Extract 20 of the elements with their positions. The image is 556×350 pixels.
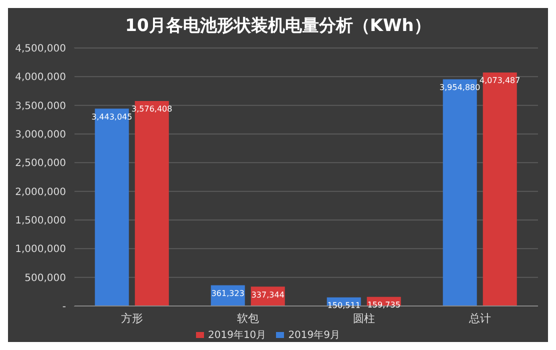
y-tick-label: 4,000,000 <box>15 72 66 84</box>
y-tick-label: 1,000,000 <box>15 244 66 256</box>
x-tick-label: 总计 <box>468 312 491 325</box>
data-label: 361,323 <box>211 288 244 298</box>
y-tick-label: 4,500,000 <box>15 44 66 55</box>
y-tick-label: - <box>62 302 66 313</box>
x-tick-label: 圆柱 <box>353 312 375 325</box>
legend-label: 2019年9月 <box>288 330 340 341</box>
y-tick-label: 3,000,000 <box>15 130 66 141</box>
y-tick-label: 2,500,000 <box>15 158 66 170</box>
x-tick-label: 方形 <box>121 312 143 325</box>
y-tick-label: 1,500,000 <box>15 216 66 227</box>
y-tick-label: 3,500,000 <box>15 100 66 112</box>
y-tick-label: 2,000,000 <box>15 186 66 198</box>
x-tick-label: 软包 <box>237 312 259 325</box>
chart-title: 10月各电池形状装机电量分析（KWh） <box>124 15 432 38</box>
y-tick-label: 500,000 <box>24 272 66 284</box>
data-label: 337,344 <box>251 290 284 300</box>
legend-label: 2019年10月 <box>208 330 266 341</box>
data-label: 150,511 <box>327 301 360 310</box>
